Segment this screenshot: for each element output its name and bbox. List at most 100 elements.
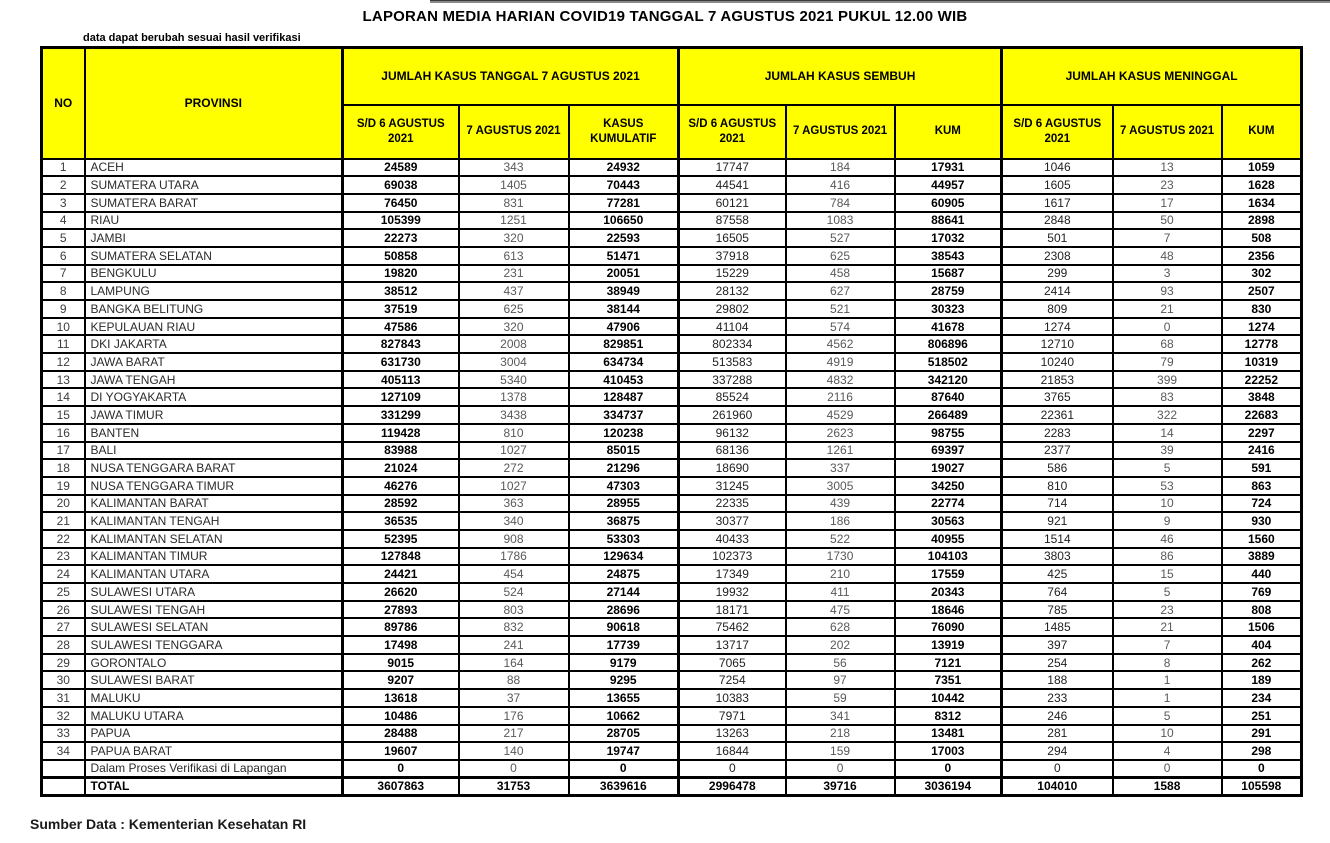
table-row: 33 PAPUA 28488 217 28705 13263 218 13481 281 10 29… xyxy=(40,723,1303,744)
subheader-meninggal-7ag: 7 AGUSTUS 2021 xyxy=(1111,103,1223,160)
cell-value: 830 xyxy=(1220,299,1303,319)
cell-province: JAWA TIMUR xyxy=(83,405,344,425)
cell-value: 12778 xyxy=(1220,334,1303,355)
cell-province: NUSA TENGGARA TIMUR xyxy=(83,475,344,496)
cell-value: 1634 xyxy=(1220,192,1303,213)
cell-no: 24 xyxy=(40,564,86,584)
cell-value: 68 xyxy=(1111,334,1223,355)
cell-value: 24875 xyxy=(567,564,680,584)
cell-value: 50858 xyxy=(341,245,460,266)
table-row: 17 BALI 83988 1027 85015 68136 1261 69397 2377 39… xyxy=(40,440,1303,461)
cell-value: 627 xyxy=(784,281,896,301)
cell-value: 399 xyxy=(1111,369,1223,390)
cell-value: 1251 xyxy=(457,210,570,231)
cell-value: 628 xyxy=(784,617,896,638)
table-row: 14 DI YOGYAKARTA 127109 1378 128487 85524 2116… xyxy=(40,387,1303,408)
cell-value: 202 xyxy=(784,635,896,655)
cell-value: 85015 xyxy=(567,440,680,461)
cell-value: 2283 xyxy=(1000,422,1114,443)
table-row: 16 BANTEN 119428 810 120238 96132 2623 98755 228… xyxy=(40,422,1303,443)
cell-value: 30563 xyxy=(893,511,1003,531)
cell-value: 18646 xyxy=(893,599,1003,620)
cell-value: 2414 xyxy=(1000,281,1114,301)
cell-value: 15687 xyxy=(893,263,1003,284)
cell-value: 22593 xyxy=(567,228,680,248)
cell-value: 1027 xyxy=(457,440,570,461)
cell-value: 40433 xyxy=(677,528,787,549)
cell-province: BALI xyxy=(83,440,344,461)
cell-value: 85524 xyxy=(677,387,787,408)
group-header-sembuh: JUMLAH KASUS SEMBUH xyxy=(677,46,1003,106)
cell-no: 20 xyxy=(40,493,86,514)
cell-value: 17498 xyxy=(341,635,460,655)
cell-value: 524 xyxy=(457,582,570,602)
cell-value: 70443 xyxy=(567,175,680,195)
cell-value: 0 xyxy=(1000,758,1114,779)
cell-value: 4919 xyxy=(784,352,896,372)
cell-value: 863 xyxy=(1220,475,1303,496)
cell-province: BENGKULU xyxy=(83,263,344,284)
cell-value: 458 xyxy=(784,263,896,284)
cell-province: SUMATERA SELATAN xyxy=(83,245,344,266)
cell-no: 16 xyxy=(40,422,86,443)
cell-value: 1514 xyxy=(1000,528,1114,549)
cell-no: 7 xyxy=(40,263,86,284)
cell-value: 210 xyxy=(784,564,896,584)
cell-value: 3005 xyxy=(784,475,896,496)
cell-no: 9 xyxy=(40,299,86,319)
cell-value: 1274 xyxy=(1220,316,1303,337)
cell-value: 38512 xyxy=(341,281,460,301)
cell-value: 2356 xyxy=(1220,245,1303,266)
cell-province: JAWA BARAT xyxy=(83,352,344,372)
cell-value: 7 xyxy=(1111,635,1223,655)
table-row: 21 KALIMANTAN TENGAH 36535 340 36875 30377 186… xyxy=(40,511,1303,531)
cell-province: DKI JAKARTA xyxy=(83,334,344,355)
cell-value: 39716 xyxy=(784,776,896,797)
cell-value: 129634 xyxy=(567,546,680,567)
cell-value: 120238 xyxy=(567,422,680,443)
cell-value: 262 xyxy=(1220,652,1303,673)
cell-value: 522 xyxy=(784,528,896,549)
cell-value: 104103 xyxy=(893,546,1003,567)
cell-value: 810 xyxy=(1000,475,1114,496)
cell-value: 159 xyxy=(784,741,896,761)
cell-value: 1506 xyxy=(1220,617,1303,638)
cell-value: 13 xyxy=(1111,157,1223,178)
cell-value: 9 xyxy=(1111,511,1223,531)
cell-value: 291 xyxy=(1220,723,1303,744)
table-row: 4 RIAU 105399 1251 106650 87558 1083 88641 2848 5… xyxy=(40,210,1303,231)
cell-value: 60121 xyxy=(677,192,787,213)
cell-value: 302 xyxy=(1220,263,1303,284)
cell-value: 272 xyxy=(457,458,570,478)
cell-value: 17032 xyxy=(893,228,1003,248)
cell-value: 47586 xyxy=(341,316,460,337)
cell-value: 24589 xyxy=(341,157,460,178)
cell-value: 29802 xyxy=(677,299,787,319)
cell-value: 13618 xyxy=(341,688,460,708)
cell-value: 105399 xyxy=(341,210,460,231)
cell-value: 79 xyxy=(1111,352,1223,372)
cell-value: 908 xyxy=(457,528,570,549)
cell-value: 343 xyxy=(457,157,570,178)
cell-value: 10442 xyxy=(893,688,1003,708)
cell-value: 17559 xyxy=(893,564,1003,584)
cell-province: BANTEN xyxy=(83,422,344,443)
verification-note: data dapat berubah sesuai hasil verifika… xyxy=(83,32,301,44)
cell-value: 501 xyxy=(1000,228,1114,248)
table-row: 24 KALIMANTAN UTARA 24421 454 24875 17349 210 1… xyxy=(40,564,1303,584)
cell-value: 87558 xyxy=(677,210,787,231)
cell-value: 119428 xyxy=(341,422,460,443)
table-header: NO PROVINSI JUMLAH KASUS TANGGAL 7 AGUST… xyxy=(40,46,1303,160)
cell-value: 5 xyxy=(1111,458,1223,478)
cell-value: 410453 xyxy=(567,369,680,390)
cell-no: 18 xyxy=(40,458,86,478)
cell-value: 0 xyxy=(677,758,787,779)
cell-value: 46 xyxy=(1111,528,1223,549)
cell-no: 22 xyxy=(40,528,86,549)
cell-value: 2116 xyxy=(784,387,896,408)
cell-value: 186 xyxy=(784,511,896,531)
cell-value: 613 xyxy=(457,245,570,266)
cell-value: 4 xyxy=(1111,741,1223,761)
cell-value: 47906 xyxy=(567,316,680,337)
